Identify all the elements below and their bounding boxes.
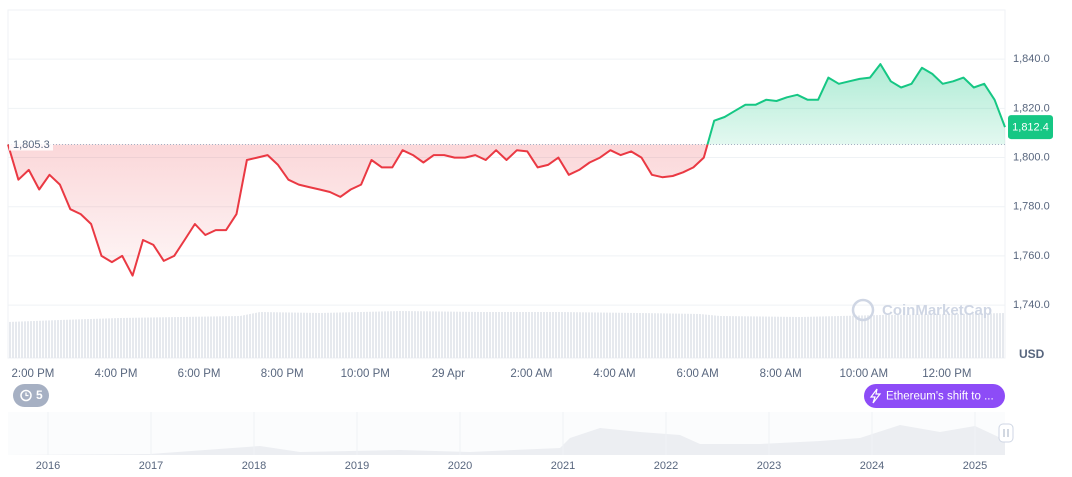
navigator-label: 2021 [551, 460, 575, 472]
y-tick-label: 1,740.0 [1013, 299, 1050, 311]
x-tick-label: 2:00 AM [510, 368, 552, 380]
navigator-separators [47, 412, 976, 455]
y-tick-label: 1,820.0 [1013, 102, 1050, 114]
x-tick-label: 29 Apr [432, 368, 465, 380]
x-tick-label: 12:00 PM [922, 368, 971, 380]
navigator-label: 2020 [448, 460, 472, 472]
navigator-label: 2023 [757, 460, 781, 472]
volume-bars [8, 311, 1005, 358]
bolt-icon [869, 388, 882, 404]
navigator-label: 2017 [139, 460, 163, 472]
price-line [7, 63, 1006, 277]
navigator-label: 2016 [36, 460, 60, 472]
current-price-badge [1008, 115, 1053, 140]
watermark-group: CoinMarketCap [851, 298, 992, 322]
price-area [8, 64, 1005, 276]
watermark-text: CoinMarketCap [882, 302, 992, 319]
x-tick-label: 8:00 PM [261, 368, 304, 380]
x-tick-label: 4:00 PM [95, 368, 138, 380]
watermark-logo [851, 298, 875, 322]
event-label: Ethereum's shift to ... [886, 391, 994, 403]
current-price-label: 1,812.4 [1012, 121, 1049, 133]
baseline-label: 1,805.3 [13, 139, 50, 151]
x-tick-label: 10:00 PM [341, 368, 390, 380]
y-tick-label: 1,840.0 [1013, 53, 1050, 65]
y-unit: USD [1019, 347, 1045, 361]
events-count: 5 [36, 388, 43, 402]
event-badge[interactable]: Ethereum's shift to ... [864, 384, 1005, 408]
handle-grip [1003, 429, 1009, 437]
y-tick-label: 1,780.0 [1013, 201, 1050, 213]
y-tick-label: 1,760.0 [1013, 250, 1050, 262]
event-badge-bg [864, 384, 1005, 408]
navigator-area [8, 425, 1005, 455]
clock-icon [20, 389, 32, 402]
navigator-label: 2022 [654, 460, 678, 472]
baseline-label-bg [9, 136, 53, 151]
navigator-label: 2019 [345, 460, 369, 472]
events-badge[interactable]: 5 [13, 384, 49, 407]
x-tick-label: 6:00 AM [676, 368, 718, 380]
x-tick-label: 4:00 AM [593, 368, 635, 380]
x-tick-label: 8:00 AM [760, 368, 802, 380]
navigator-label: 2025 [963, 460, 987, 472]
navigator-label: 2018 [242, 460, 266, 472]
x-tick-label: 6:00 PM [178, 368, 221, 380]
clock-hands [25, 392, 29, 397]
navigator-label: 2024 [860, 460, 884, 472]
navigator-handle[interactable] [998, 423, 1014, 443]
x-tick-label: 10:00 AM [839, 368, 888, 380]
y-tick-label: 1,800.0 [1013, 151, 1050, 163]
x-tick-label: 2:00 PM [12, 368, 55, 380]
